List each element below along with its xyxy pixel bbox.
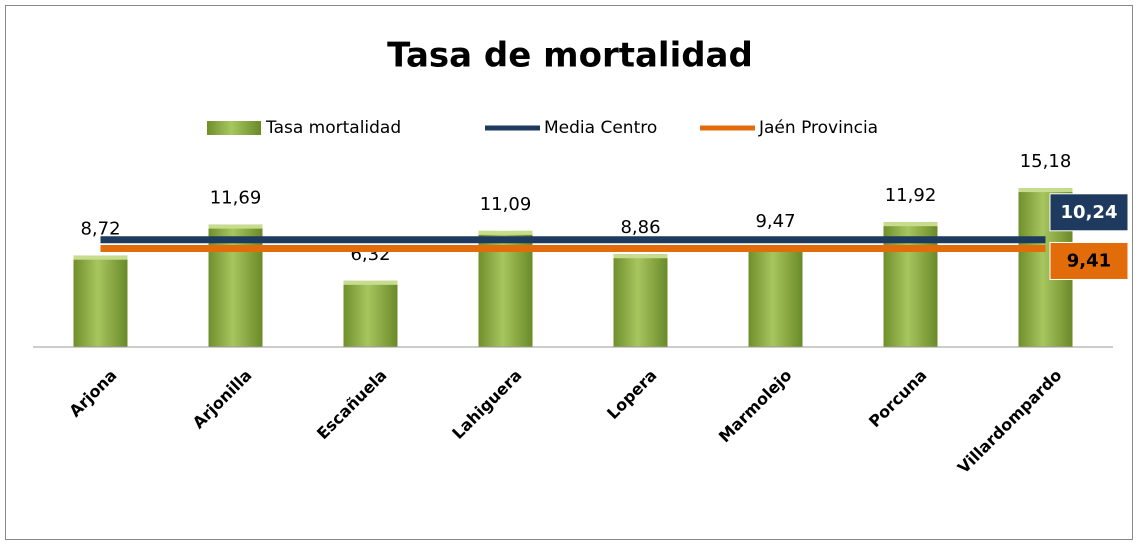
data-label: 8,72 — [80, 219, 120, 240]
label-box — [1049, 193, 1129, 232]
data-label: 11,69 — [210, 188, 262, 209]
bar-top — [208, 224, 263, 229]
bar — [343, 280, 398, 347]
bar-top — [478, 230, 533, 235]
bar-top — [343, 280, 398, 285]
label-box — [1049, 241, 1129, 280]
chart-frame — [5, 5, 1133, 540]
bar-top — [73, 255, 128, 260]
data-label: 11,09 — [480, 194, 532, 215]
data-label: 11,92 — [885, 185, 937, 206]
data-label: 10,24 — [1061, 202, 1118, 223]
data-label: 8,86 — [620, 217, 660, 238]
data-label: 9,41 — [1067, 250, 1111, 271]
legend-swatch — [207, 121, 261, 135]
bar-top — [613, 254, 668, 259]
legend-label: Tasa mortalidad — [265, 118, 401, 138]
legend-label: Media Centro — [544, 118, 657, 138]
data-label: 9,47 — [755, 211, 795, 232]
chart-title: Tasa de mortalidad — [387, 36, 753, 76]
bar-top — [1018, 188, 1073, 193]
bar-top — [883, 222, 938, 227]
bar — [613, 254, 668, 347]
legend-label: Jaén Provincia — [758, 118, 878, 138]
data-label: 15,18 — [1020, 151, 1072, 172]
bar — [73, 255, 128, 347]
bar — [748, 247, 803, 347]
